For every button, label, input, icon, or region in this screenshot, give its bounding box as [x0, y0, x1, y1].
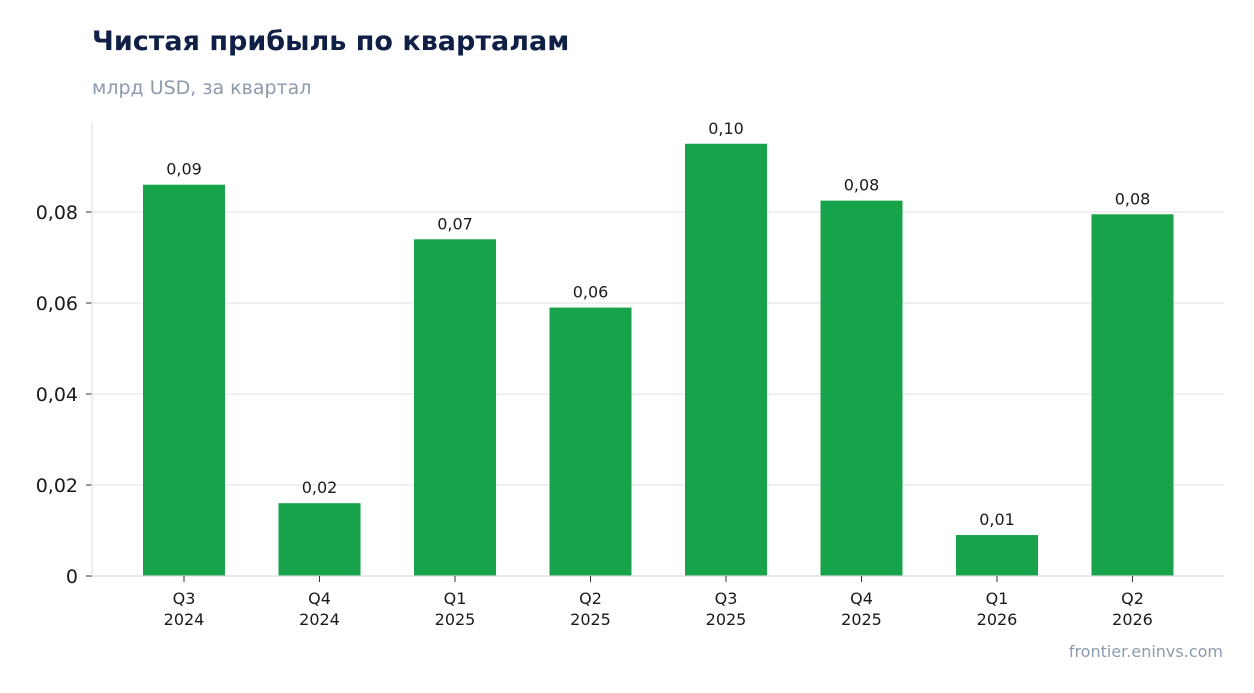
chart-title: Чистая прибыль по кварталам: [92, 26, 570, 57]
x-tick-label-year: 2025: [841, 610, 882, 629]
x-tick-label-year: 2026: [1112, 610, 1153, 629]
gridlines: [92, 211, 1224, 486]
bars: [143, 143, 1174, 577]
bar: [685, 143, 767, 576]
y-tick-label: 0,06: [36, 293, 78, 315]
data-label: 0,02: [302, 478, 338, 497]
bar: [820, 200, 903, 576]
x-tick-label-year: 2026: [977, 610, 1018, 629]
data-label: 0,08: [1115, 189, 1151, 208]
chart-subtitle: млрд USD, за квартал: [92, 77, 312, 99]
axes: 0 0,02 0,04 0,06 0,08 Q3 2024 Q4 2024 Q1 2025 Q2 202…: [36, 122, 1224, 629]
bar: [956, 535, 1038, 576]
bar: [414, 239, 496, 577]
x-tick-label-year: 2025: [570, 610, 611, 629]
x-tick-label-year: 2025: [435, 610, 476, 629]
x-tick-label-quarter: Q4: [308, 589, 331, 608]
bar: [278, 503, 361, 576]
data-label: 0,08: [844, 176, 880, 195]
y-tick-label: 0,08: [36, 202, 78, 224]
bar: [143, 184, 225, 576]
data-labels: 0,09 0,02 0,07 0,06 0,10 0,08 0,01 0,08: [166, 119, 1150, 529]
x-tick-label-year: 2024: [164, 610, 205, 629]
data-label: 0,01: [979, 510, 1015, 529]
x-tick-label-quarter: Q1: [986, 589, 1009, 608]
x-tick-label-quarter: Q2: [1121, 589, 1144, 608]
data-label: 0,10: [708, 119, 744, 138]
x-tick-label-quarter: Q4: [850, 589, 873, 608]
x-tick-label-quarter: Q1: [444, 589, 467, 608]
y-tick-label: 0: [66, 566, 78, 588]
data-label: 0,06: [573, 283, 609, 302]
bar: [549, 307, 632, 576]
x-tick-label-quarter: Q3: [173, 589, 196, 608]
x-tick-label-quarter: Q3: [715, 589, 738, 608]
x-tick-label-quarter: Q2: [579, 589, 602, 608]
y-tick-label: 0,04: [36, 384, 78, 406]
source-credit: frontier.eninvs.com: [1068, 642, 1223, 661]
y-tick-label: 0,02: [36, 475, 78, 497]
x-tick-label-year: 2024: [299, 610, 340, 629]
bar: [1091, 214, 1174, 576]
x-tick-label-year: 2025: [706, 610, 747, 629]
data-label: 0,09: [166, 160, 202, 179]
data-label: 0,07: [437, 214, 473, 233]
